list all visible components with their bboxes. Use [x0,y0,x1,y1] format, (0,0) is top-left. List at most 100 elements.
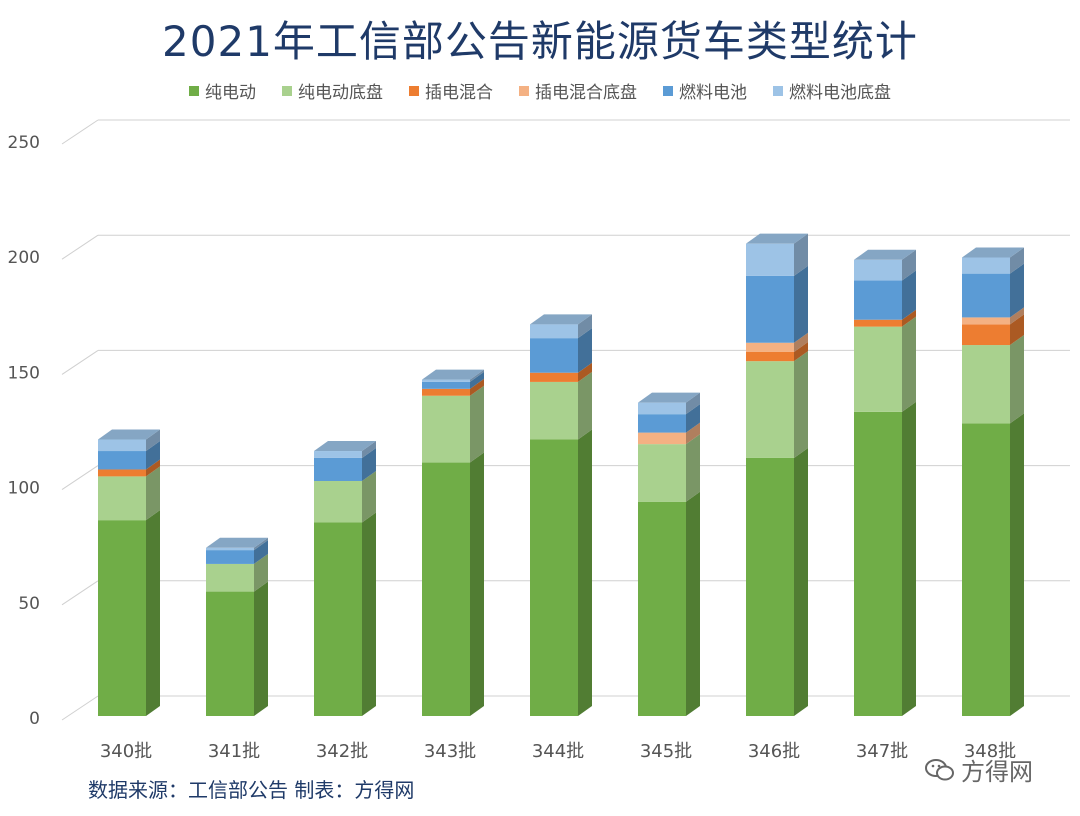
bar-segment [854,326,902,412]
bar-top [530,314,592,325]
bar-segment [98,451,146,470]
y-tick-label: 100 [8,479,40,499]
bar-side [470,385,484,463]
bar-side [1010,314,1024,346]
bar-segment [962,423,1010,716]
bar-segment [746,342,794,352]
x-tick-label: 340批 [100,741,152,762]
bar-segment [962,257,1010,274]
bar-segment [98,520,146,716]
bar-top [638,392,700,403]
bar-segment [422,379,470,382]
bar-segment [746,243,794,276]
bar-segment [638,501,686,716]
bar-side [1010,413,1024,716]
watermark-text: 方得网 [961,758,1033,786]
source-note: 数据来源：工信部公告 制表：方得网 [88,778,415,802]
legend-swatch [519,85,529,96]
bar-segment [854,259,902,281]
bar-segment [746,361,794,458]
bar-top [314,441,376,452]
bar-segment [638,432,686,445]
legend-swatch [663,85,673,96]
bar-side [578,429,592,716]
y-tick-label: 150 [8,363,40,383]
bar-side [578,362,592,382]
bar-side [794,351,808,458]
legend-item: 插电混合 [409,78,493,103]
x-tick-label: 344批 [532,741,584,762]
bar-side [794,447,808,716]
x-tick-label: 346批 [748,741,800,762]
legend-item: 燃料电池底盘 [773,78,891,103]
bar-segment [530,439,578,716]
legend-swatch [773,85,783,96]
x-tick-label: 348批 [964,741,1016,762]
y-tick-label: 200 [8,248,40,268]
bar-side [146,459,160,477]
bar-side [254,537,268,551]
legend-label: 插电混合 [425,83,493,103]
bar-top [854,249,916,260]
bar-side [578,328,592,373]
bar-segment [314,522,362,716]
gridline-diagonal [61,119,99,145]
bar-segment [206,550,254,564]
bar-top [206,537,268,548]
gridline-diagonal [61,349,99,375]
bar-segment [530,324,578,339]
bar-side [362,470,376,523]
bar-side [794,341,808,362]
bar-segment [746,351,794,362]
bar-segment [314,451,362,458]
bar-side [794,233,808,276]
x-tick-label: 345批 [640,741,692,762]
x-tick-label: 343批 [424,741,476,762]
y-tick-label: 50 [18,594,40,614]
x-tick-label: 341批 [208,741,260,762]
bar-side [1010,307,1024,325]
legend-label: 纯电动 [205,83,256,103]
bar-segment [530,372,578,382]
bar-side [686,392,700,415]
bar-side [470,452,484,716]
bar-segment [314,457,362,481]
bar-side [146,510,160,716]
bar-side [362,441,376,458]
bar-top [422,369,484,380]
bar-segment [638,444,686,502]
chart-title: 2021年工信部公告新能源货车类型统计 [162,17,918,66]
bar-segment [962,345,1010,424]
bar-segment [206,591,254,716]
legend-item: 插电混合底盘 [519,78,637,103]
bar-side [902,401,916,716]
bar-top [98,429,160,440]
legend-label: 纯电动底盘 [298,83,383,103]
gridline-diagonal [61,234,99,260]
bar-side [470,378,484,396]
bar-segment [854,319,902,327]
bar-side [1010,335,1024,424]
bar-side [362,512,376,716]
bar-segment [530,381,578,440]
bar-side [146,466,160,521]
bar-side [470,369,484,382]
legend-swatch [409,85,419,96]
y-tick-label: 0 [29,709,40,729]
chart-legend: 纯电动 纯电动底盘 插电混合 插电混合底盘 燃料电池 燃料电池底盘 [0,78,1080,103]
bar-segment [98,476,146,521]
bar-side [686,434,700,502]
bar-segment [98,439,146,452]
bar-side [902,316,916,412]
gridline-diagonal [61,465,99,491]
bar-side [470,371,484,389]
watermark: 方得网 [925,752,1033,787]
bar-side [794,265,808,343]
x-tick-label: 342批 [316,741,368,762]
legend-label: 燃料电池底盘 [789,83,891,103]
bar-segment [854,411,902,716]
wechat-icon [925,758,955,781]
bar-side [902,270,916,320]
bar-segment [422,381,470,389]
bar-segment [422,388,470,396]
